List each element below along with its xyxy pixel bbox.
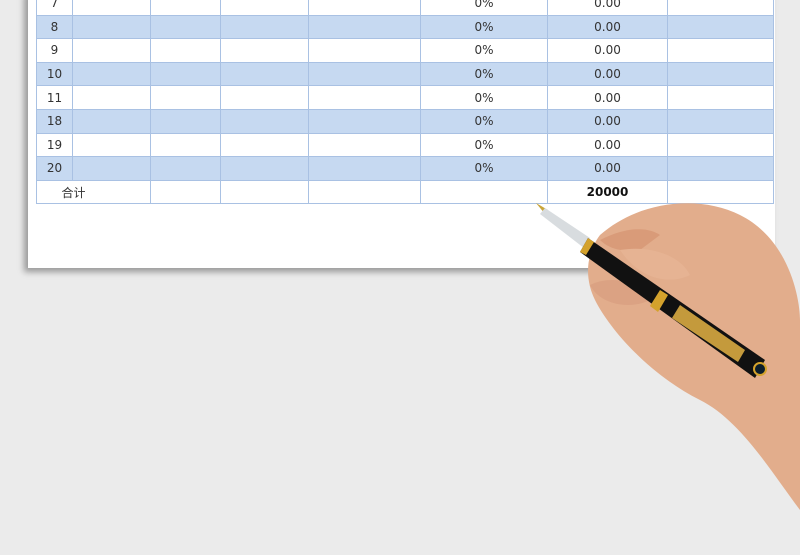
cell[interactable]: [667, 156, 774, 181]
table-row: 11 0% 0.00: [36, 85, 774, 110]
row-number: 19: [36, 132, 73, 158]
cell[interactable]: [220, 61, 309, 87]
cell[interactable]: [220, 38, 309, 63]
data-table: 7 0% 0.00 8 0% 0.00 9 0% 0.00 10 0% 0.00 11 0% 0.00 18 0…: [36, 0, 774, 205]
rate-cell[interactable]: 0%: [420, 38, 548, 63]
cell[interactable]: [72, 108, 151, 134]
cell[interactable]: [150, 179, 221, 205]
rate-cell[interactable]: 0%: [420, 132, 548, 158]
cell[interactable]: [72, 14, 151, 40]
cell[interactable]: [72, 132, 151, 158]
cell[interactable]: [667, 132, 774, 158]
cell[interactable]: [220, 14, 309, 40]
cell[interactable]: [308, 85, 421, 110]
row-number: 11: [36, 85, 73, 110]
total-label: 合计: [36, 179, 151, 205]
table-row: 9 0% 0.00: [36, 38, 774, 63]
table-row: 20 0% 0.00: [36, 156, 774, 181]
row-number: 20: [36, 156, 73, 181]
cell[interactable]: [420, 179, 548, 205]
cell[interactable]: [308, 108, 421, 134]
cell[interactable]: [150, 14, 221, 40]
table-row: 7 0% 0.00: [36, 0, 774, 16]
rate-cell[interactable]: 0%: [420, 14, 548, 40]
rate-cell[interactable]: 0%: [420, 156, 548, 181]
total-row: 合计 20000: [36, 179, 774, 205]
cell[interactable]: [308, 156, 421, 181]
row-number: 18: [36, 108, 73, 134]
row-number: 10: [36, 61, 73, 87]
cell[interactable]: [220, 132, 309, 158]
table-row: 10 0% 0.00: [36, 61, 774, 87]
amount-cell[interactable]: 0.00: [547, 14, 668, 40]
cell[interactable]: [150, 156, 221, 181]
cell[interactable]: [667, 14, 774, 40]
cell[interactable]: [308, 179, 421, 205]
total-amount[interactable]: 20000: [547, 179, 668, 205]
cell[interactable]: [667, 108, 774, 134]
cell[interactable]: [667, 85, 774, 110]
cell[interactable]: [150, 61, 221, 87]
cell[interactable]: [72, 61, 151, 87]
cell[interactable]: [667, 179, 774, 205]
amount-cell[interactable]: 0.00: [547, 85, 668, 110]
amount-cell[interactable]: 0.00: [547, 61, 668, 87]
rate-cell[interactable]: 0%: [420, 61, 548, 87]
pen-grip: [540, 208, 590, 248]
table-row: 18 0% 0.00: [36, 108, 774, 134]
rate-cell[interactable]: 0%: [420, 85, 548, 110]
row-number: 8: [36, 14, 73, 40]
cell[interactable]: [220, 108, 309, 134]
table-row: 8 0% 0.00: [36, 14, 774, 40]
cell[interactable]: [220, 85, 309, 110]
amount-cell[interactable]: 0.00: [547, 38, 668, 63]
cell[interactable]: [308, 61, 421, 87]
cell[interactable]: [150, 108, 221, 134]
cell[interactable]: [150, 85, 221, 110]
cell[interactable]: [72, 85, 151, 110]
cell[interactable]: [667, 61, 774, 87]
